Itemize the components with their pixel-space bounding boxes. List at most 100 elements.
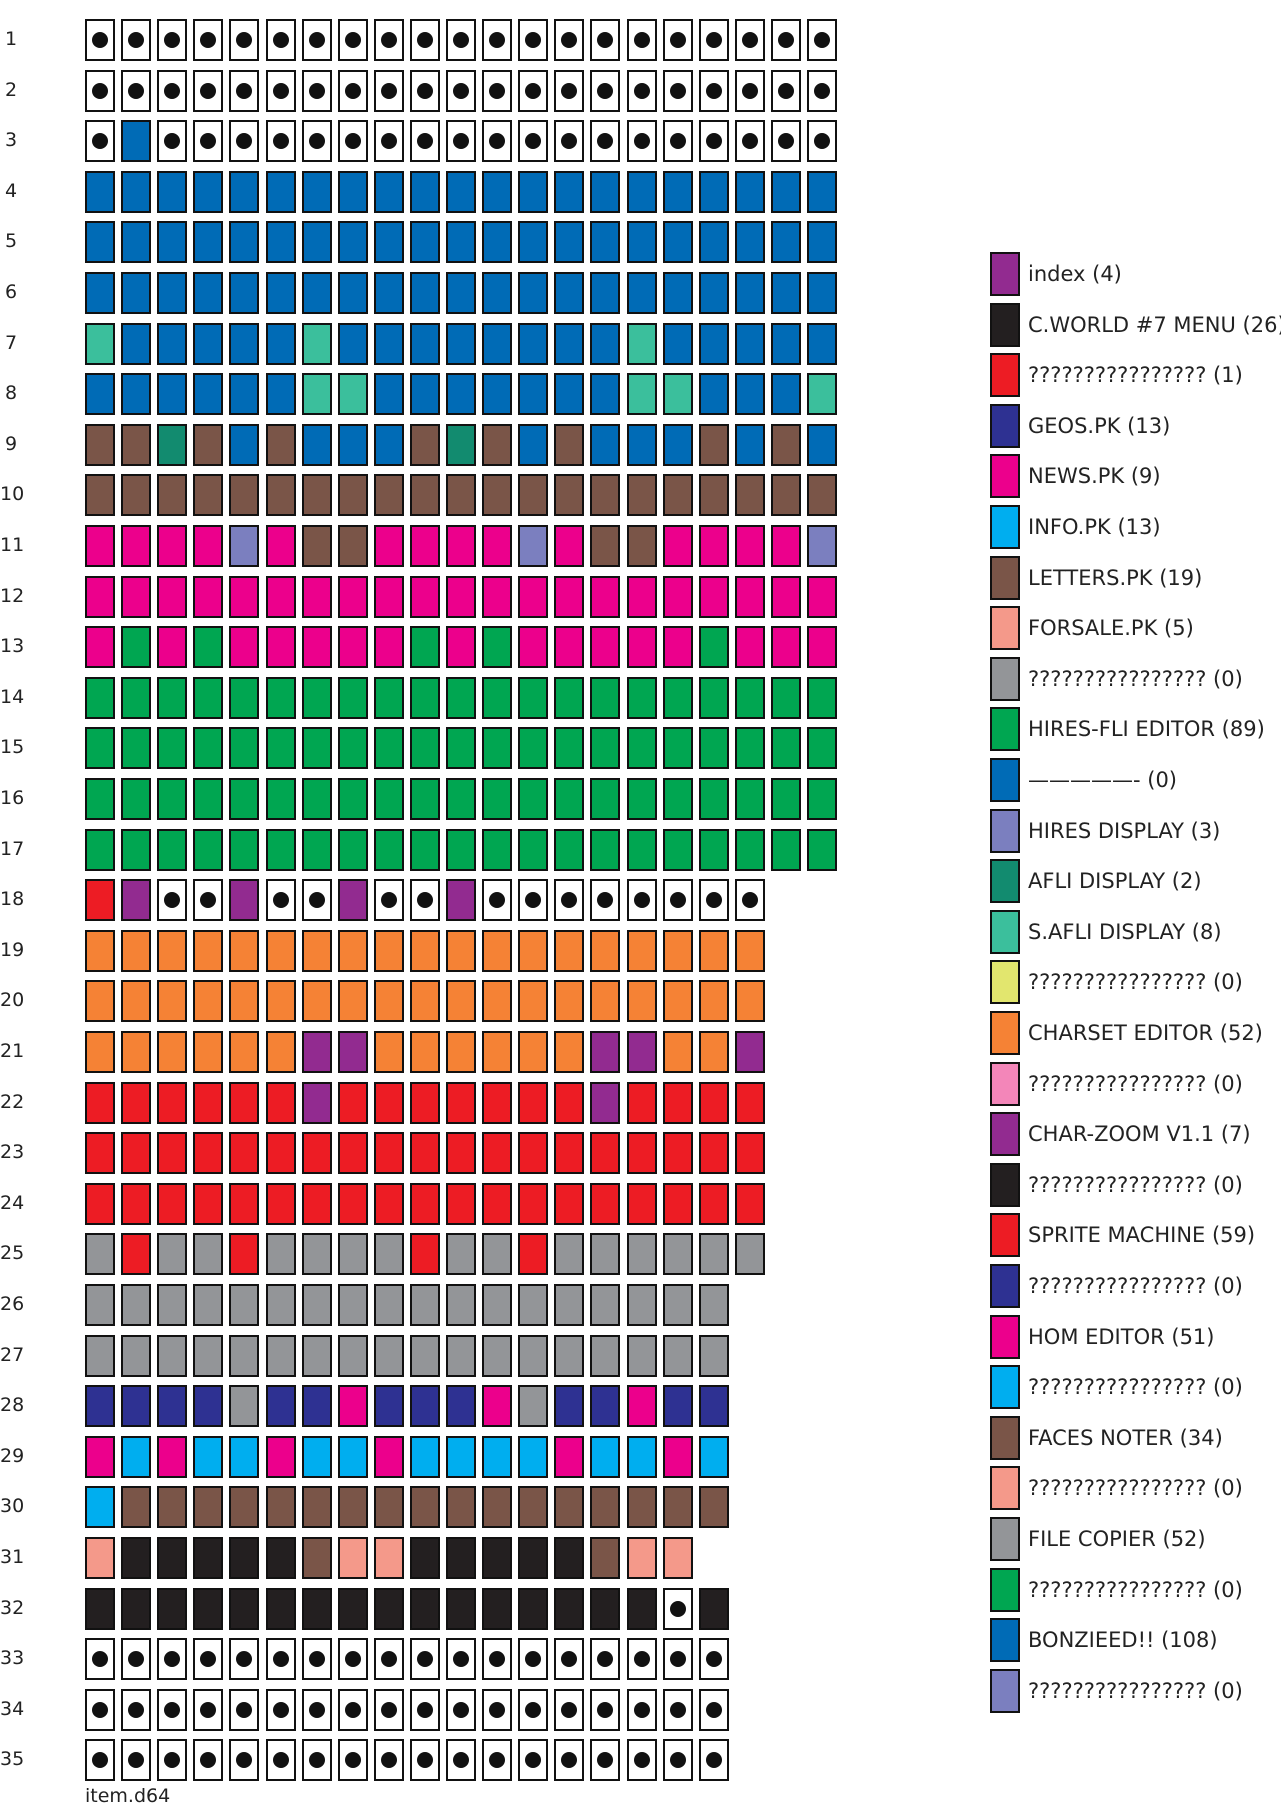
used-block-cell [590, 373, 621, 416]
legend-label: ???????????????? (0) [1028, 1375, 1243, 1400]
used-block-cell [770, 322, 801, 365]
used-block-cell [734, 221, 765, 264]
used-block-cell [482, 626, 513, 669]
used-block-cell [626, 221, 657, 264]
used-block-cell [301, 1587, 332, 1630]
used-block-cell [518, 626, 549, 669]
used-block-cell [482, 1233, 513, 1276]
free-block-cell [373, 879, 404, 922]
used-block-cell [662, 272, 693, 314]
used-block-cell [770, 272, 801, 314]
legend-swatch [990, 1567, 1020, 1612]
used-block-cell [193, 575, 224, 618]
free-block-cell [590, 19, 621, 61]
used-block-cell [121, 474, 152, 517]
used-block-cell [301, 474, 332, 517]
used-block-cell [698, 1334, 729, 1377]
track-label: 14 [0, 685, 25, 708]
used-block-cell [554, 1334, 585, 1377]
used-block-cell [446, 575, 476, 618]
used-block-cell [229, 575, 260, 618]
free-block-cell [807, 120, 837, 163]
used-block-cell [265, 929, 296, 972]
legend-swatch [990, 758, 1020, 802]
used-block-cell [518, 423, 549, 466]
used-block-cell [446, 1537, 476, 1579]
used-block-cell [229, 1233, 260, 1276]
used-block-cell [301, 1537, 332, 1579]
used-block-cell [626, 929, 657, 972]
used-block-cell [626, 1132, 657, 1175]
used-block-cell [193, 1486, 224, 1529]
used-block-cell [626, 1081, 657, 1124]
legend-label: ???????????????? (0) [1028, 1476, 1243, 1501]
used-block-cell [446, 170, 476, 213]
used-block-cell [626, 1182, 657, 1225]
used-block-cell [85, 1334, 115, 1377]
free-block-cell [193, 1638, 224, 1681]
used-block-cell [301, 828, 332, 871]
used-block-cell [409, 373, 440, 416]
used-block-cell [265, 1486, 296, 1529]
used-block-cell [229, 474, 260, 517]
used-block-cell [554, 980, 585, 1023]
free-block-cell [337, 1739, 368, 1782]
used-block-cell [337, 272, 368, 314]
legend-label: ???????????????? (0) [1028, 970, 1243, 995]
free-block-cell [482, 69, 513, 112]
track-label: 35 [0, 1748, 25, 1771]
track-label: 10 [0, 483, 25, 506]
used-block-cell [698, 373, 729, 416]
used-block-cell [157, 575, 188, 618]
used-block-cell [157, 1587, 188, 1630]
free-block-cell [337, 1638, 368, 1681]
used-block-cell [482, 1435, 513, 1478]
used-block-cell [518, 1284, 549, 1326]
used-block-cell [337, 626, 368, 669]
used-block-cell [554, 525, 585, 567]
legend-label: FORSALE.PK (5) [1028, 616, 1194, 641]
free-block-cell [409, 1739, 440, 1782]
used-block-cell [734, 1132, 765, 1175]
used-block-cell [409, 1284, 440, 1326]
used-block-cell [518, 322, 549, 365]
used-block-cell [229, 626, 260, 669]
legend-label: —————- (0) [1028, 768, 1177, 792]
free-block-cell [518, 1638, 549, 1681]
used-block-cell [698, 1486, 729, 1529]
used-block-cell [85, 1284, 115, 1326]
used-block-cell [662, 1537, 693, 1579]
free-block-cell [698, 1688, 729, 1731]
used-block-cell [446, 1132, 476, 1175]
legend-swatch [990, 1011, 1020, 1055]
used-block-cell [373, 322, 404, 365]
used-block-cell [698, 575, 729, 618]
used-block-cell [590, 221, 621, 264]
used-block-cell [85, 322, 115, 365]
used-block-cell [626, 1334, 657, 1377]
used-block-cell [662, 474, 693, 517]
free-block-cell [734, 879, 765, 922]
used-block-cell [229, 778, 260, 820]
used-block-cell [157, 778, 188, 820]
used-block-cell [446, 322, 476, 365]
used-block-cell [301, 1081, 332, 1124]
used-block-cell [373, 272, 404, 314]
used-block-cell [373, 778, 404, 820]
legend-swatch [990, 606, 1020, 651]
used-block-cell [698, 1233, 729, 1276]
used-block-cell [446, 1587, 476, 1630]
legend-label: GEOS.PK (13) [1028, 413, 1171, 438]
used-block-cell [337, 828, 368, 871]
used-block-cell [770, 575, 801, 618]
legend-swatch [990, 1668, 1020, 1713]
used-block-cell [409, 1081, 440, 1124]
used-block-cell [482, 929, 513, 972]
used-block-cell [409, 1435, 440, 1478]
used-block-cell [301, 626, 332, 669]
used-block-cell [157, 1031, 188, 1073]
used-block-cell [409, 1182, 440, 1225]
used-block-cell [373, 575, 404, 618]
used-block-cell [409, 727, 440, 770]
used-block-cell [409, 778, 440, 820]
